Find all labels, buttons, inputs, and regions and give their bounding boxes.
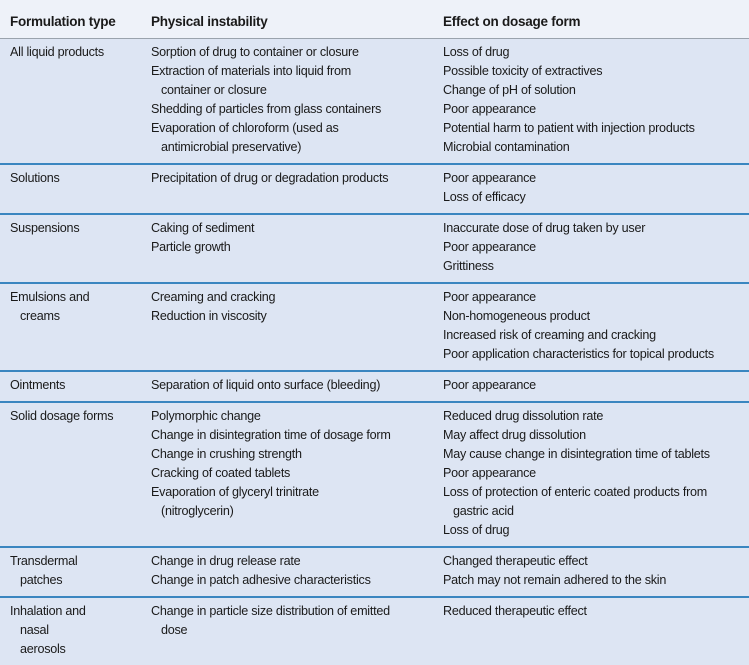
header-physical-instability: Physical instability <box>151 13 268 29</box>
effects-item: Poor appearance <box>443 171 536 185</box>
instability-item-line: container or closure <box>161 83 267 97</box>
formulation-type-line: aerosols <box>20 642 66 656</box>
effects-item-line: Loss of protection of enteric coated pro… <box>443 485 708 499</box>
formulation-type-cell: All liquid products <box>10 43 161 157</box>
instability-item: Caking of sediment <box>151 221 255 235</box>
instability-item: Shedding of particles from glass contain… <box>151 102 382 116</box>
table-row: Inhalation and nasal aerosols Change in par… <box>0 598 749 665</box>
formulation-type-line: Solid dosage forms <box>10 409 114 423</box>
formulation-type-cell: Solid dosage forms <box>10 407 161 540</box>
effects-item: Non-homogeneous product <box>443 309 590 323</box>
instability-item-line: Extraction of materials into liquid from <box>151 64 351 78</box>
effects-item: Loss of drug <box>443 45 510 59</box>
formulation-type-line: Inhalation and <box>10 604 86 618</box>
effects-item: Patch may not remain adhered to the skin <box>443 573 667 587</box>
table-body: All liquid products Sorption of drug to c… <box>0 39 749 665</box>
effects-item: Poor appearance <box>443 378 536 392</box>
instability-item-line: dose <box>161 623 188 637</box>
physical-instability-cell: Sorption of drug to container or closure… <box>151 43 443 157</box>
effects-item: Potential harm to patient with injection… <box>443 121 695 135</box>
table-row: Ointments Separation of liquid onto surfa… <box>0 372 749 403</box>
effects-item: Possible toxicity of extractives <box>443 64 603 78</box>
instability-item: Separation of liquid onto surface (bleed… <box>151 378 381 392</box>
instability-item: Change in drug release rate <box>151 554 301 568</box>
effect-cell: Poor appearance Non-homogeneous product In… <box>443 288 739 364</box>
physical-instability-cell: Change in drug release rate Change in pat… <box>151 552 443 590</box>
effects-item: Changed therapeutic effect <box>443 554 588 568</box>
instability-item: Sorption of drug to container or closure <box>151 45 359 59</box>
effect-cell: Changed therapeutic effect Patch may not … <box>443 552 739 590</box>
table-row: Suspensions Caking of sediment Particle gr… <box>0 215 749 284</box>
instability-item-line: Evaporation of chloroform (used as <box>151 121 339 135</box>
effect-cell: Reduced drug dissolution rate May affect … <box>443 407 739 540</box>
effects-item: Increased risk of creaming and cracking <box>443 328 656 342</box>
instability-item: Reduction in viscosity <box>151 309 267 323</box>
instability-item-line: antimicrobial preservative) <box>161 140 302 154</box>
effects-item-line: gastric acid <box>453 504 514 518</box>
instability-item: Change in crushing strength <box>151 447 302 461</box>
effects-item: Poor application characteristics for top… <box>443 347 714 361</box>
table-row: Emulsions and creams Creaming and cracking… <box>0 284 749 372</box>
header-formulation-type: Formulation type <box>10 13 116 29</box>
instability-item-line: Change in particle size distribution of … <box>151 604 390 618</box>
physical-instability-cell: Creaming and cracking Reduction in viscos… <box>151 288 443 364</box>
effect-cell: Inaccurate dose of drug taken by user Poo… <box>443 219 739 276</box>
table-row: Solutions Precipitation of drug or degrad… <box>0 165 749 215</box>
formulation-type-line: Suspensions <box>10 221 80 235</box>
effect-cell: Poor appearance Loss of efficacy <box>443 169 739 207</box>
instability-item-line: Evaporation of glyceryl trinitrate <box>151 485 319 499</box>
formulation-type-line: Ointments <box>10 378 66 392</box>
formulation-type-line: Emulsions and <box>10 290 90 304</box>
header-effect-on-dosage-form: Effect on dosage form <box>443 13 581 29</box>
effects-item: Loss of efficacy <box>443 190 526 204</box>
table-row: Transdermal patches Change in drug release… <box>0 548 749 598</box>
effects-item: Change of pH of solution <box>443 83 576 97</box>
formulation-type-cell: Ointments <box>10 376 161 395</box>
effects-item: Poor appearance <box>443 466 536 480</box>
formulation-type-line: nasal <box>20 623 49 637</box>
formulation-type-cell: Inhalation and nasal aerosols <box>10 602 161 659</box>
effects-item: Reduced drug dissolution rate <box>443 409 604 423</box>
instability-item: Particle growth <box>151 240 231 254</box>
instability-item: Creaming and cracking <box>151 290 276 304</box>
effects-item: Poor appearance <box>443 102 536 116</box>
instability-item: Polymorphic change <box>151 409 261 423</box>
effects-item: May affect drug dissolution <box>443 428 586 442</box>
instability-item: Change in patch adhesive characteristics <box>151 573 371 587</box>
effects-item: Grittiness <box>443 259 494 273</box>
formulation-type-cell: Solutions <box>10 169 161 207</box>
instability-item: Precipitation of drug or degradation pro… <box>151 171 389 185</box>
formulation-type-line: All liquid products <box>10 45 104 59</box>
effects-item: Poor appearance <box>443 240 536 254</box>
instability-item-line: (nitroglycerin) <box>161 504 234 518</box>
instability-item: Change in disintegration time of dosage … <box>151 428 391 442</box>
table-header: Formulation type Physical instability Ef… <box>0 0 749 39</box>
formulation-type-line: Transdermal <box>10 554 78 568</box>
formulation-type-line: Solutions <box>10 171 60 185</box>
table-row: Solid dosage forms Polymorphic change Chan… <box>0 403 749 548</box>
effects-item: Inaccurate dose of drug taken by user <box>443 221 646 235</box>
effects-item: Reduced therapeutic effect <box>443 604 587 618</box>
effects-item: Microbial contamination <box>443 140 570 154</box>
effects-item: May cause change in disintegration time … <box>443 447 710 461</box>
formulation-type-line: creams <box>20 309 60 323</box>
formulation-type-cell: Suspensions <box>10 219 161 276</box>
formulation-type-cell: Emulsions and creams <box>10 288 161 364</box>
effect-cell: Poor appearance <box>443 376 739 395</box>
physical-instability-cell: Separation of liquid onto surface (bleed… <box>151 376 443 395</box>
physical-instability-cell: Change in particle size distribution of … <box>151 602 443 659</box>
formulation-type-cell: Transdermal patches <box>10 552 161 590</box>
instability-item: Cracking of coated tablets <box>151 466 291 480</box>
physical-instability-cell: Precipitation of drug or degradation pro… <box>151 169 443 207</box>
effect-cell: Loss of drug Possible toxicity of extract… <box>443 43 739 157</box>
formulation-type-line: patches <box>20 573 63 587</box>
table-row: All liquid products Sorption of drug to c… <box>0 39 749 165</box>
physical-instability-cell: Caking of sediment Particle growth <box>151 219 443 276</box>
physical-instability-cell: Polymorphic change Change in disintegrati… <box>151 407 443 540</box>
effect-cell: Reduced therapeutic effect <box>443 602 739 659</box>
effects-item: Poor appearance <box>443 290 536 304</box>
effects-item: Loss of drug <box>443 523 510 537</box>
